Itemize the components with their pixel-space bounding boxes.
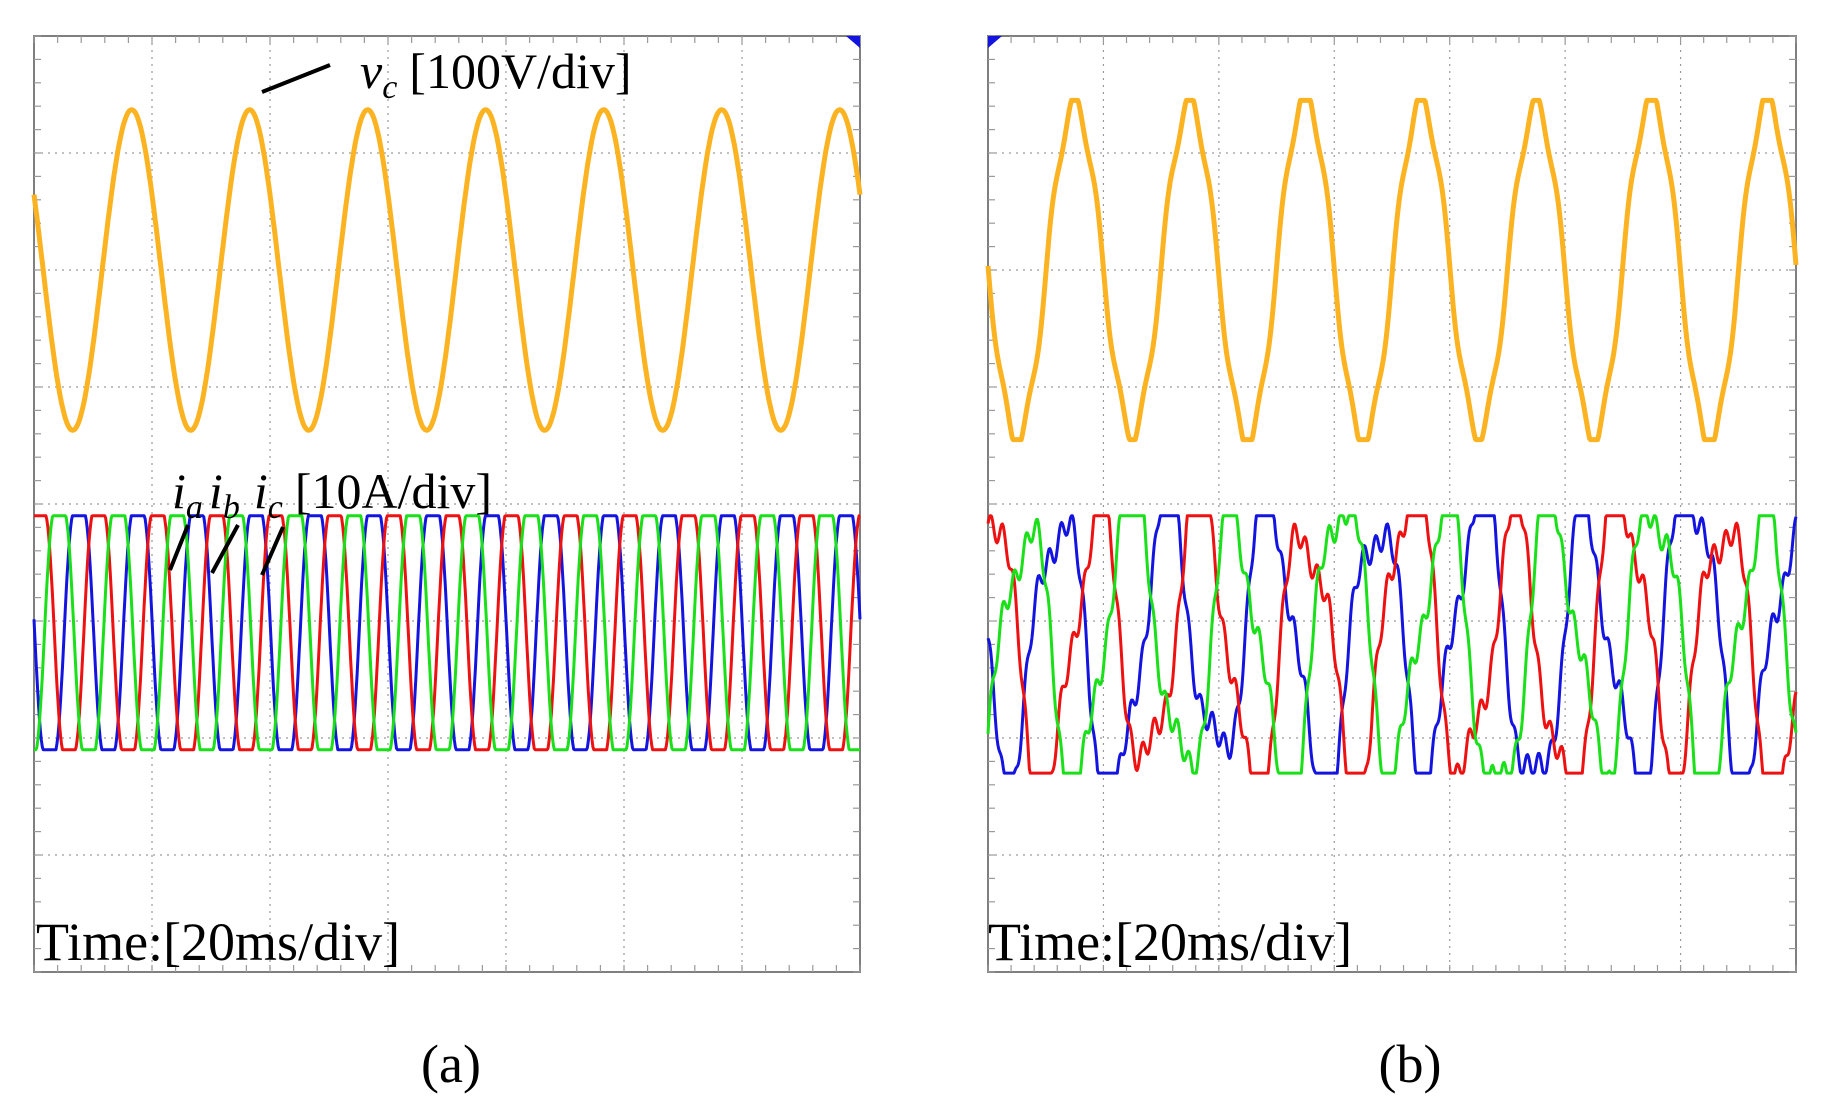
ia-leader-line [168, 524, 190, 571]
panel-a [31, 35, 863, 973]
time-label-b: Time:[20ms/div] [988, 912, 1352, 972]
trace-ic [986, 514, 1798, 775]
voltage-leader-line [261, 63, 331, 94]
caption-b: (b) [1379, 1034, 1442, 1094]
current-label: ia ib ic [10A/div] [172, 463, 492, 526]
trigger-marker-a [846, 36, 860, 48]
trace-vc [31, 107, 863, 433]
trace-ia [986, 514, 1798, 775]
panel-b [985, 35, 1799, 973]
trigger-marker-b [988, 36, 1002, 48]
voltage-annotation: vc [100V/div] [261, 43, 632, 106]
caption-a: (a) [421, 1034, 481, 1094]
voltage-label: vc [100V/div] [360, 43, 632, 106]
trace-ib [33, 514, 861, 752]
trace-ia [32, 514, 862, 752]
current-annotation: ia ib ic [10A/div] [168, 463, 492, 576]
trace-vc [985, 97, 1799, 443]
trace-ic [33, 514, 861, 752]
time-label-a: Time:[20ms/div] [36, 912, 400, 972]
ic-leader-line [260, 526, 285, 576]
trace-ib [986, 514, 1798, 775]
ib-leader-line [210, 524, 240, 574]
